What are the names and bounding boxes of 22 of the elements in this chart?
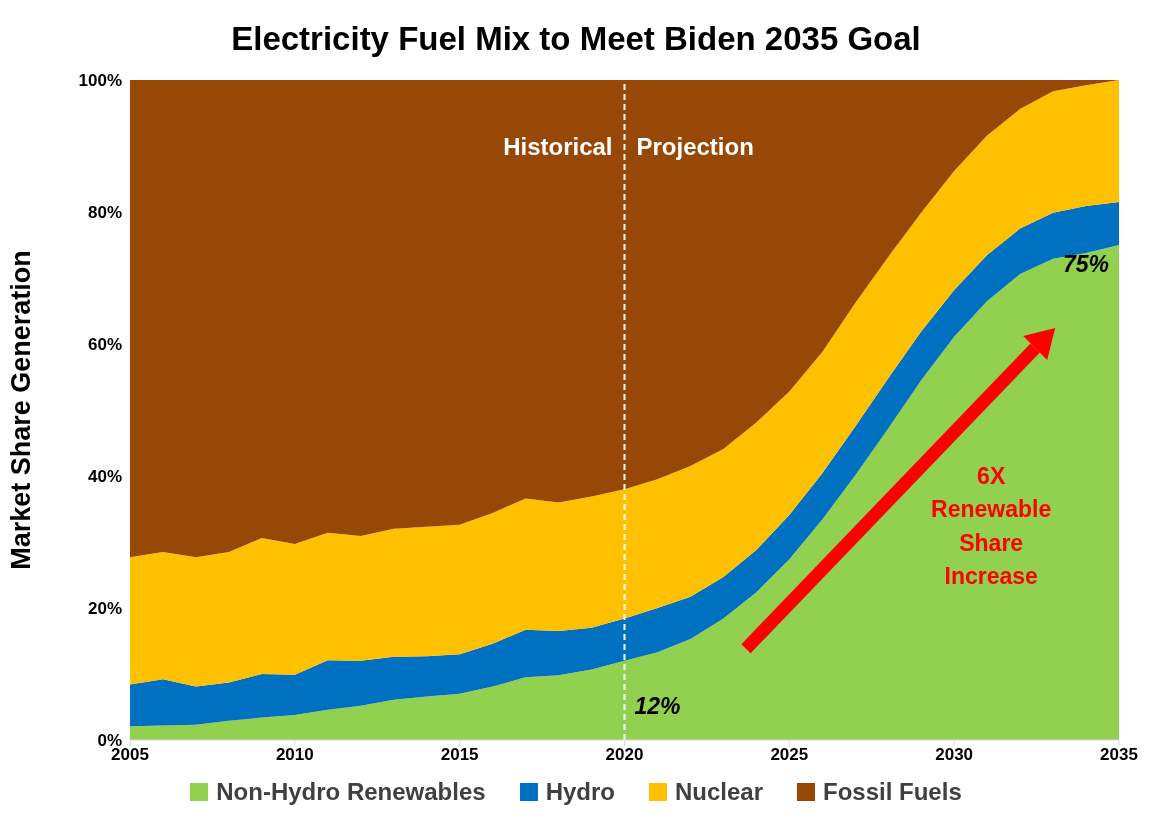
x-tick-label: 2010: [275, 745, 314, 765]
annotation: 75%: [1062, 251, 1109, 278]
x-tick-label: 2025: [770, 745, 809, 765]
annotation: Historical: [503, 132, 613, 162]
y-axis-title: Market Share Generation: [5, 250, 36, 570]
y-tick-label: 20%: [87, 599, 122, 619]
annotation: Projection: [636, 132, 754, 162]
legend-label: Hydro: [545, 778, 615, 806]
legend-label: Non-Hydro Renewables: [216, 778, 486, 806]
annotation: 12%: [634, 692, 681, 720]
y-tick-label: 60%: [87, 335, 122, 355]
x-tick-label: 2015: [440, 745, 479, 765]
y-tick-label: 40%: [87, 467, 122, 487]
legend-label: Nuclear: [674, 778, 764, 806]
legend-label: Fossil Fuels: [823, 778, 962, 806]
y-tick-label: 100%: [78, 71, 122, 91]
x-tick-label: 2035: [1100, 745, 1138, 765]
y-tick-label: 80%: [87, 203, 122, 223]
annotation: 6X Renewable Share Increase: [930, 462, 1053, 592]
x-tick-label: 2030: [935, 745, 974, 765]
chart-title: Electricity Fuel Mix to Meet Biden 2035 Goal: [230, 19, 922, 59]
x-tick-label: 2020: [605, 745, 644, 765]
